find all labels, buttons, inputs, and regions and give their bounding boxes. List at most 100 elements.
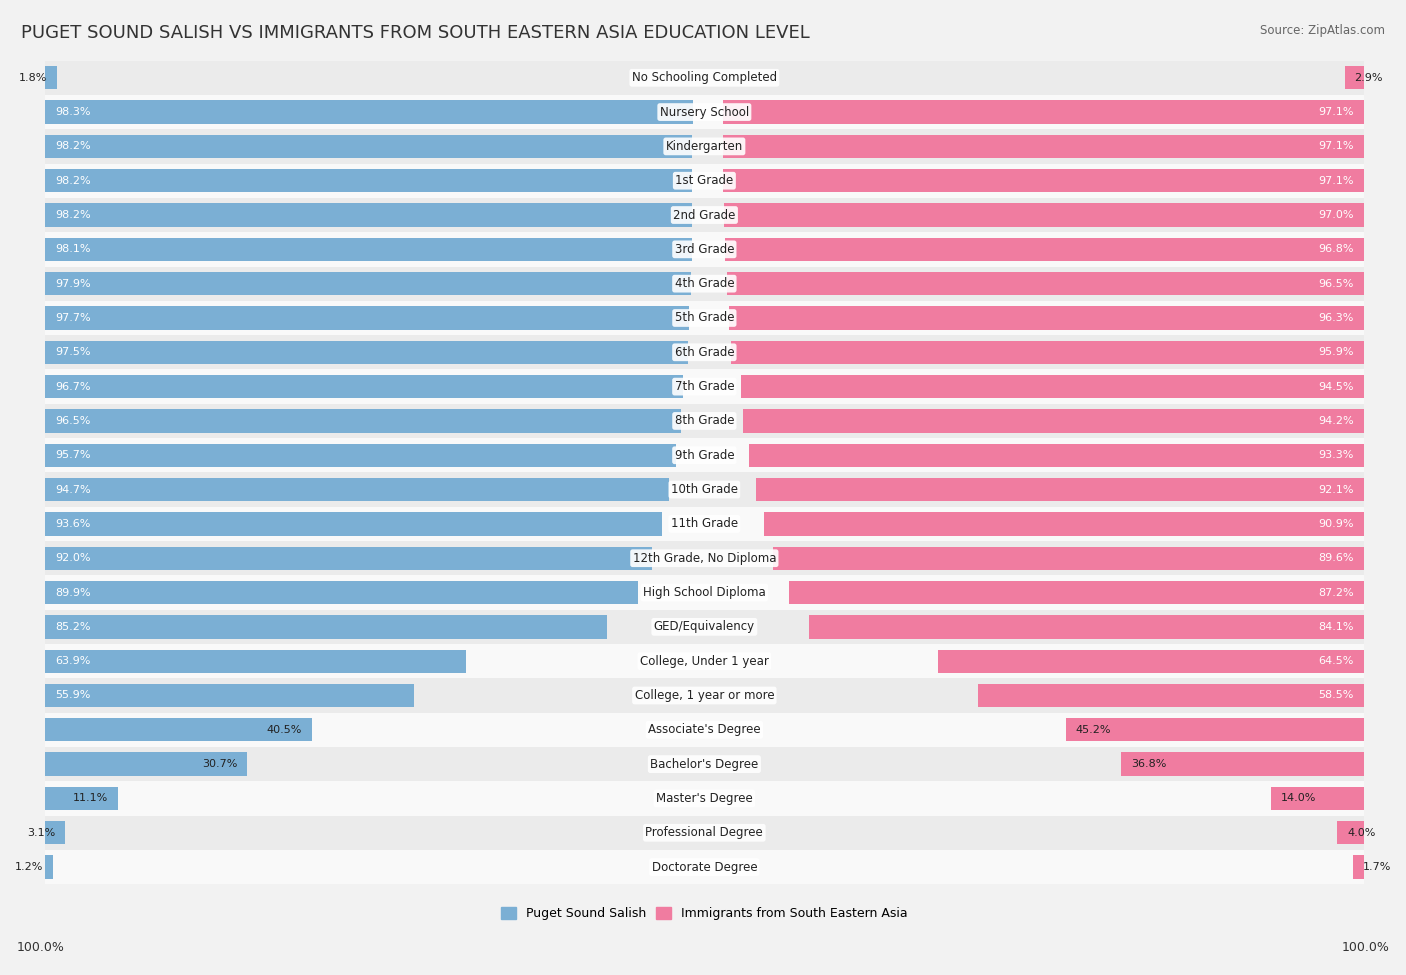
- Bar: [45, 135, 693, 158]
- Text: 96.5%: 96.5%: [1319, 279, 1354, 289]
- Text: 96.5%: 96.5%: [55, 416, 90, 426]
- Text: 14.0%: 14.0%: [1281, 794, 1316, 803]
- Bar: [748, 444, 1364, 467]
- Text: 87.2%: 87.2%: [1319, 588, 1354, 598]
- Text: No Schooling Completed: No Schooling Completed: [631, 71, 778, 84]
- Text: 95.9%: 95.9%: [1319, 347, 1354, 357]
- Text: 84.1%: 84.1%: [1319, 622, 1354, 632]
- Text: 98.3%: 98.3%: [55, 107, 90, 117]
- Text: 89.6%: 89.6%: [1319, 553, 1354, 564]
- Text: Kindergarten: Kindergarten: [665, 139, 742, 153]
- Bar: [45, 683, 413, 707]
- Text: 8th Grade: 8th Grade: [675, 414, 734, 427]
- Text: 95.7%: 95.7%: [55, 450, 90, 460]
- Text: 96.7%: 96.7%: [55, 381, 90, 392]
- Bar: [731, 340, 1364, 364]
- Bar: [45, 266, 1364, 301]
- Text: 1.7%: 1.7%: [1362, 862, 1391, 872]
- Bar: [45, 66, 56, 90]
- Bar: [45, 100, 693, 124]
- Text: GED/Equivalency: GED/Equivalency: [654, 620, 755, 634]
- Bar: [45, 541, 1364, 575]
- Text: 36.8%: 36.8%: [1130, 760, 1167, 769]
- Bar: [938, 649, 1364, 673]
- Text: 92.0%: 92.0%: [55, 553, 90, 564]
- Text: 58.5%: 58.5%: [1319, 690, 1354, 700]
- Bar: [45, 410, 682, 433]
- Text: 97.1%: 97.1%: [1319, 141, 1354, 151]
- Bar: [45, 272, 690, 295]
- Bar: [45, 438, 1364, 473]
- Bar: [45, 232, 1364, 266]
- Legend: Puget Sound Salish, Immigrants from South Eastern Asia: Puget Sound Salish, Immigrants from Sout…: [496, 902, 912, 925]
- Text: 12th Grade, No Diploma: 12th Grade, No Diploma: [633, 552, 776, 565]
- Text: 93.3%: 93.3%: [1319, 450, 1354, 460]
- Bar: [741, 375, 1364, 399]
- Bar: [1337, 821, 1364, 844]
- Bar: [45, 644, 1364, 679]
- Text: Doctorate Degree: Doctorate Degree: [651, 861, 758, 874]
- Text: Professional Degree: Professional Degree: [645, 826, 763, 839]
- Bar: [45, 204, 693, 227]
- Bar: [45, 95, 1364, 130]
- Text: 10th Grade: 10th Grade: [671, 483, 738, 496]
- Bar: [45, 753, 247, 776]
- Text: 63.9%: 63.9%: [55, 656, 90, 666]
- Text: Source: ZipAtlas.com: Source: ZipAtlas.com: [1260, 24, 1385, 37]
- Bar: [45, 713, 1364, 747]
- Bar: [789, 581, 1364, 604]
- Bar: [45, 478, 669, 501]
- Bar: [45, 306, 689, 330]
- Bar: [45, 60, 1364, 95]
- Text: 100.0%: 100.0%: [17, 941, 65, 954]
- Text: 85.2%: 85.2%: [55, 622, 90, 632]
- Text: Nursery School: Nursery School: [659, 105, 749, 119]
- Bar: [45, 781, 1364, 816]
- Bar: [45, 787, 118, 810]
- Text: 2.9%: 2.9%: [1354, 73, 1384, 83]
- Bar: [45, 130, 1364, 164]
- Text: 1.2%: 1.2%: [14, 862, 44, 872]
- Text: 100.0%: 100.0%: [1341, 941, 1389, 954]
- Bar: [724, 204, 1364, 227]
- Bar: [45, 512, 662, 535]
- Text: 1.8%: 1.8%: [18, 73, 46, 83]
- Text: 4.0%: 4.0%: [1347, 828, 1375, 838]
- Bar: [773, 547, 1364, 569]
- Bar: [756, 478, 1364, 501]
- Text: Associate's Degree: Associate's Degree: [648, 723, 761, 736]
- Bar: [45, 649, 467, 673]
- Bar: [1066, 719, 1364, 741]
- Text: 4th Grade: 4th Grade: [675, 277, 734, 291]
- Text: 55.9%: 55.9%: [55, 690, 90, 700]
- Bar: [45, 404, 1364, 438]
- Bar: [45, 850, 1364, 884]
- Text: 94.5%: 94.5%: [1319, 381, 1354, 392]
- Text: 96.8%: 96.8%: [1319, 245, 1354, 254]
- Text: 2nd Grade: 2nd Grade: [673, 209, 735, 221]
- Bar: [45, 169, 693, 192]
- Bar: [1121, 753, 1364, 776]
- Text: 97.1%: 97.1%: [1319, 107, 1354, 117]
- Bar: [45, 301, 1364, 335]
- Text: 90.9%: 90.9%: [1319, 519, 1354, 528]
- Text: 3.1%: 3.1%: [27, 828, 56, 838]
- Bar: [765, 512, 1364, 535]
- Bar: [1271, 787, 1364, 810]
- Bar: [45, 679, 1364, 713]
- Text: 97.1%: 97.1%: [1319, 176, 1354, 185]
- Bar: [724, 135, 1364, 158]
- Bar: [45, 507, 1364, 541]
- Bar: [45, 855, 53, 878]
- Text: 30.7%: 30.7%: [202, 760, 238, 769]
- Bar: [45, 444, 676, 467]
- Bar: [45, 615, 607, 639]
- Bar: [45, 335, 1364, 370]
- Bar: [725, 238, 1364, 261]
- Bar: [727, 272, 1364, 295]
- Text: 3rd Grade: 3rd Grade: [675, 243, 734, 255]
- Bar: [45, 370, 1364, 404]
- Bar: [45, 340, 688, 364]
- Text: 11th Grade: 11th Grade: [671, 518, 738, 530]
- Bar: [45, 198, 1364, 232]
